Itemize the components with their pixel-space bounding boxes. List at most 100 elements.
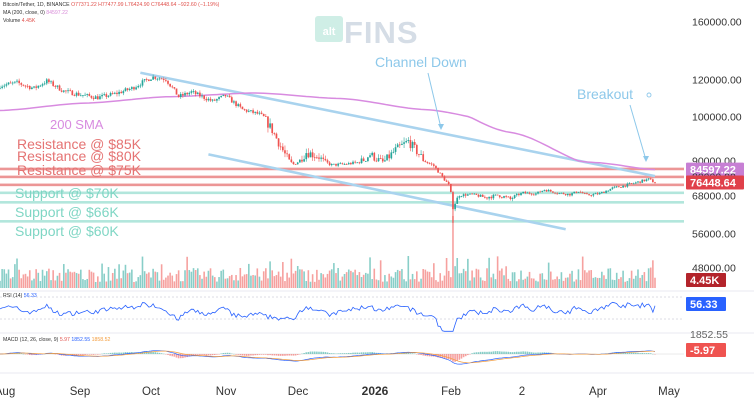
candle-body: [59, 86, 61, 91]
candle-body: [305, 153, 307, 159]
candle-body: [405, 141, 407, 142]
macd-hist-bar: [159, 353, 161, 354]
volume-bar: [174, 281, 176, 288]
candle-body: [429, 163, 431, 164]
volume-bar: [93, 273, 95, 288]
candle-body: [182, 94, 184, 95]
candle-body: [403, 142, 405, 144]
candle-body: [537, 192, 539, 194]
volume-bar: [40, 281, 42, 288]
volume-bar: [91, 272, 93, 288]
candle-body: [618, 186, 620, 187]
candle-body: [239, 104, 241, 107]
macd-hist-bar: [529, 352, 531, 354]
volume-bar: [25, 274, 27, 288]
volume-bar: [550, 272, 552, 288]
candle-body: [69, 90, 71, 91]
candle-body: [546, 190, 548, 191]
candle-body: [548, 190, 550, 191]
candle-body: [490, 197, 492, 198]
volume-bar: [291, 259, 293, 288]
candle-body: [420, 154, 422, 155]
candle-body: [367, 157, 369, 161]
volume-bar: [116, 279, 118, 288]
macd-hist-bar: [461, 354, 463, 359]
volume-bar: [463, 269, 465, 288]
candle-body: [597, 193, 599, 194]
candle-body: [197, 93, 199, 95]
macd-hist-bar: [648, 353, 650, 354]
candle-body: [144, 79, 146, 80]
volume-bar: [448, 271, 450, 288]
volume-bar: [505, 266, 507, 288]
candle-body: [371, 153, 373, 155]
candle-body: [131, 87, 133, 89]
macd-hist-bar: [20, 353, 22, 354]
volume-bar: [450, 277, 452, 288]
volume-bar: [271, 270, 273, 288]
volume-bar: [535, 281, 537, 288]
candle-body: [118, 92, 120, 94]
candle-body: [631, 183, 633, 184]
volume-bar: [607, 269, 609, 288]
candle-body: [414, 142, 416, 145]
y-tick-label: 100000.00: [692, 112, 742, 124]
macd-hist-bar: [278, 354, 280, 356]
macd-hist-bar: [269, 354, 271, 355]
volume-bar: [352, 272, 354, 288]
macd-hist-bar: [308, 352, 310, 354]
volume-bar: [308, 270, 310, 288]
candle-body: [112, 93, 114, 94]
candle-body: [14, 82, 16, 83]
candle-body: [278, 138, 280, 146]
macd-hist-bar: [86, 354, 88, 355]
candle-body: [146, 79, 148, 80]
volume-bar: [61, 281, 63, 288]
volume-bar: [123, 271, 125, 288]
volume-bar: [603, 275, 605, 288]
macd-hist-bar: [514, 352, 516, 354]
x-tick-label: Oct: [142, 386, 161, 398]
macd-hist-bar: [116, 353, 118, 354]
volume-bar: [0, 281, 1, 288]
candle-body: [461, 196, 463, 197]
candle-body: [571, 193, 573, 195]
macd-hist-bar: [216, 354, 218, 355]
macd-hist-bar: [539, 352, 541, 354]
volume-bar: [316, 270, 318, 288]
volume-bar: [627, 281, 629, 288]
volume-value: 4.45K: [22, 18, 36, 24]
macd-hist-bar: [476, 352, 478, 354]
macd-hist-bar: [412, 353, 414, 354]
volume-bar: [614, 280, 616, 288]
macd-hist-bar: [520, 352, 522, 354]
volume-bar: [97, 276, 99, 288]
candle-body: [465, 194, 467, 195]
candle-body: [601, 192, 603, 193]
candle-body: [231, 97, 233, 102]
volume-bar: [46, 271, 48, 288]
volume-bar: [33, 279, 35, 288]
candle-body: [18, 81, 20, 83]
candle-body: [235, 101, 237, 106]
volume-bar: [631, 271, 633, 288]
macd-hist-bar: [291, 354, 293, 356]
volume-bar: [237, 280, 239, 288]
macd-hist-bar: [263, 354, 265, 355]
candle-body: [471, 194, 473, 195]
volume-bar: [157, 272, 159, 288]
candle-body: [335, 164, 337, 166]
volume-bar: [118, 264, 120, 288]
candle-body: [556, 193, 558, 194]
macd-hist-bar: [293, 354, 295, 356]
macd-hist-bar: [493, 351, 495, 354]
volume-bar: [176, 274, 178, 288]
volume-bar: [322, 274, 324, 288]
volume-bar: [72, 272, 74, 288]
macd-hist-bar: [240, 354, 242, 355]
macd-hist-bar: [29, 354, 31, 355]
volume-bar: [497, 256, 499, 288]
macd-hist-bar: [316, 352, 318, 354]
x-tick-label: Sep: [70, 386, 90, 398]
candle-body: [384, 160, 386, 161]
